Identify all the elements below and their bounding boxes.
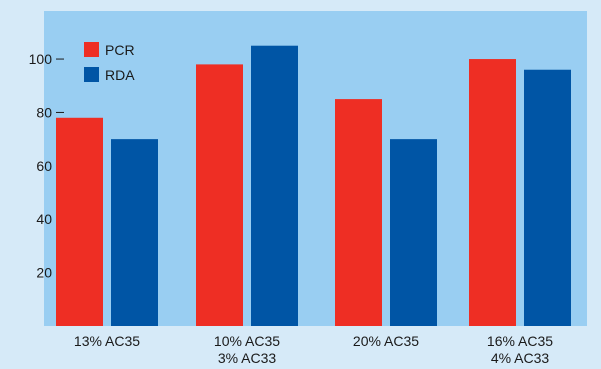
x-category-label: 10% AC35 3% AC33 bbox=[214, 333, 280, 366]
y-tick-label: 20 bbox=[36, 265, 52, 281]
legend-swatch-rda bbox=[84, 67, 99, 82]
x-category-label-line: 20% AC35 bbox=[353, 333, 419, 349]
bar-rda-4 bbox=[524, 69, 571, 326]
x-category-label: 20% AC35 bbox=[353, 333, 419, 349]
bar-rda-2 bbox=[251, 45, 298, 326]
x-category-label-line: 4% AC33 bbox=[491, 350, 550, 366]
bar-pcr-4 bbox=[469, 59, 516, 327]
bar-pcr-1 bbox=[56, 117, 103, 326]
x-category-label-line: 13% AC35 bbox=[74, 333, 140, 349]
y-axis: 20 40 60 80 100 bbox=[29, 51, 64, 281]
legend-label-pcr: PCR bbox=[105, 42, 135, 58]
x-category-label: 16% AC35 4% AC33 bbox=[487, 333, 553, 366]
y-tick-label: 80 bbox=[36, 104, 52, 120]
legend-label-rda: RDA bbox=[105, 67, 135, 83]
y-tick-label: 60 bbox=[36, 158, 52, 174]
x-axis-labels: 13% AC35 10% AC35 3% AC33 20% AC35 16% AC35 4… bbox=[74, 333, 553, 366]
x-category-label: 13% AC35 bbox=[74, 333, 140, 349]
x-category-label-line: 3% AC33 bbox=[218, 350, 277, 366]
legend-swatch-pcr bbox=[84, 42, 99, 57]
y-tick-label: 40 bbox=[36, 211, 52, 227]
bar-rda-3 bbox=[390, 139, 437, 326]
bars bbox=[56, 45, 571, 327]
bar-rda-1 bbox=[111, 139, 158, 326]
legend: PCR RDA bbox=[84, 42, 135, 83]
y-tick-label: 100 bbox=[29, 51, 53, 67]
bar-pcr-3 bbox=[335, 99, 382, 326]
bar-pcr-2 bbox=[196, 64, 243, 326]
x-category-label-line: 10% AC35 bbox=[214, 333, 280, 349]
x-category-label-line: 16% AC35 bbox=[487, 333, 553, 349]
